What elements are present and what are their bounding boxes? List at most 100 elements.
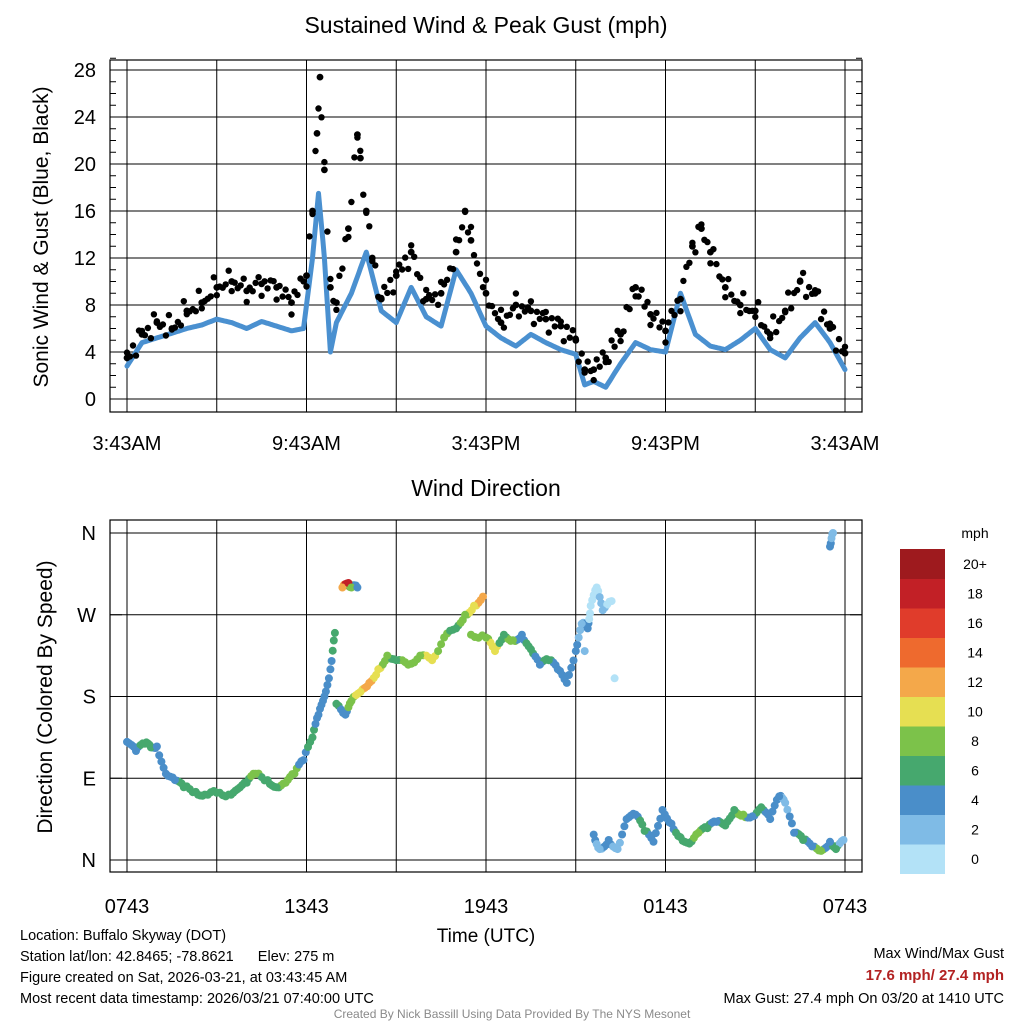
peak-gust-dot — [581, 366, 589, 373]
peak-gust-dot — [725, 275, 732, 283]
direction-dot — [326, 665, 335, 674]
direction-dot — [155, 751, 164, 760]
direction-dot — [598, 606, 607, 615]
direction-dot — [242, 778, 251, 787]
peak-gust-dot — [793, 286, 801, 294]
peak-gust-dot — [698, 225, 705, 233]
peak-gust-dot — [551, 323, 558, 330]
peak-gust-dot — [455, 237, 463, 244]
peak-gust-dot — [665, 319, 672, 326]
peak-gust-dot — [312, 147, 319, 155]
peak-gust-dot — [799, 269, 807, 277]
wind-direction-xlabel: Time (UTC) — [437, 926, 536, 947]
peak-gust-dot — [659, 318, 666, 325]
direction-dot — [667, 819, 676, 828]
peak-gust-dot — [593, 356, 600, 363]
direction-dot — [607, 597, 616, 606]
direction-dot — [200, 790, 209, 799]
peak-gust-dot — [303, 283, 310, 290]
peak-gust-dot — [368, 254, 376, 262]
peak-gust-dot — [210, 274, 217, 281]
direction-dot — [347, 697, 356, 705]
direction-dot — [338, 583, 347, 592]
direction-dot — [565, 671, 573, 679]
peak-gust-dot — [602, 354, 610, 362]
colorbar-label: 8 — [971, 733, 979, 749]
direction-dot — [479, 592, 487, 601]
direction-dot — [589, 830, 598, 839]
direction-dot — [739, 810, 748, 819]
peak-gust-dot — [572, 336, 580, 344]
direction-dot — [562, 678, 571, 687]
direction-dot — [553, 665, 562, 674]
direction-dot — [613, 845, 622, 854]
peak-gust-dot — [512, 301, 520, 309]
peak-gust-dot — [440, 281, 448, 288]
peak-gust-dot — [755, 298, 762, 306]
peak-gust-dot — [354, 131, 361, 139]
peak-gust-dot — [671, 311, 678, 319]
top-ytick-label: 4 — [85, 342, 96, 364]
direction-dot — [839, 836, 848, 844]
peak-gust-dot — [841, 343, 849, 350]
direction-dot — [748, 812, 757, 821]
direction-dot — [694, 828, 703, 837]
peak-gust-dot — [641, 303, 648, 310]
direction-dot — [314, 710, 323, 719]
direction-dot — [251, 769, 260, 778]
colorbar-title: mph — [961, 525, 988, 541]
peak-gust-dot — [692, 249, 699, 256]
sustained-wind-series — [124, 190, 848, 390]
direction-dot — [790, 828, 799, 837]
footer-created: Figure created on Sat, 2026-03-21, at 03… — [20, 970, 348, 986]
peak-gust-dot — [402, 254, 409, 261]
peak-gust-dot — [165, 311, 173, 319]
direction-dot — [567, 663, 576, 672]
direction-dot — [416, 651, 425, 660]
peak-gust-dot — [632, 284, 639, 291]
peak-gust-dot — [183, 307, 191, 315]
peak-gust-series — [123, 73, 849, 384]
peak-gust-dot — [339, 265, 346, 272]
peak-gust-dot — [820, 308, 828, 315]
peak-gust-dot — [150, 311, 158, 318]
peak-gust-dot — [464, 229, 472, 236]
sustained-wind-line — [124, 190, 848, 390]
direction-dot — [817, 846, 826, 855]
direction-dot — [356, 688, 365, 696]
wind-speed-axes: 0 4 8 12 16 20 24 28 3:43AM 9:43AM 3:43PM 9:43PM 3:4… — [74, 57, 879, 455]
wind-direction-axes: N E S W N 0743 1343 1943 0143 0743 — [77, 519, 867, 918]
bot-xtick-label: 1943 — [464, 896, 509, 918]
top-ytick-label: 0 — [85, 389, 96, 411]
peak-gust-dot — [707, 260, 714, 267]
direction-dot — [324, 674, 333, 683]
peak-gust-dot — [482, 289, 490, 297]
colorbar-label: 0 — [971, 851, 979, 867]
direction-dot — [140, 739, 149, 748]
peak-gust-dot — [617, 331, 624, 338]
colorbar-swatch — [900, 844, 945, 874]
peak-gust-dot — [153, 319, 161, 326]
peak-gust-dot — [321, 158, 328, 166]
direction-dot — [785, 812, 794, 821]
colorbar-swatch — [900, 549, 945, 579]
direction-dot — [470, 601, 478, 610]
direction-dot — [452, 624, 461, 633]
direction-dot — [383, 651, 392, 660]
peak-gust-dot — [258, 280, 265, 288]
direction-dot — [783, 805, 792, 814]
peak-gust-dot — [405, 265, 412, 273]
peak-gust-dot — [351, 154, 358, 161]
peak-gust-dot — [207, 293, 214, 300]
direction-dot — [586, 601, 595, 610]
direction-dot — [654, 821, 662, 830]
wind-direction-series — [123, 529, 848, 855]
peak-gust-dot — [722, 294, 729, 301]
peak-gust-dot — [422, 295, 430, 303]
peak-gust-dot — [491, 310, 499, 317]
peak-gust-dot — [518, 303, 526, 310]
peak-gust-dot — [566, 334, 573, 341]
peak-gust-dot — [788, 305, 795, 312]
direction-dot — [658, 806, 667, 814]
peak-gust-dot — [392, 272, 400, 279]
